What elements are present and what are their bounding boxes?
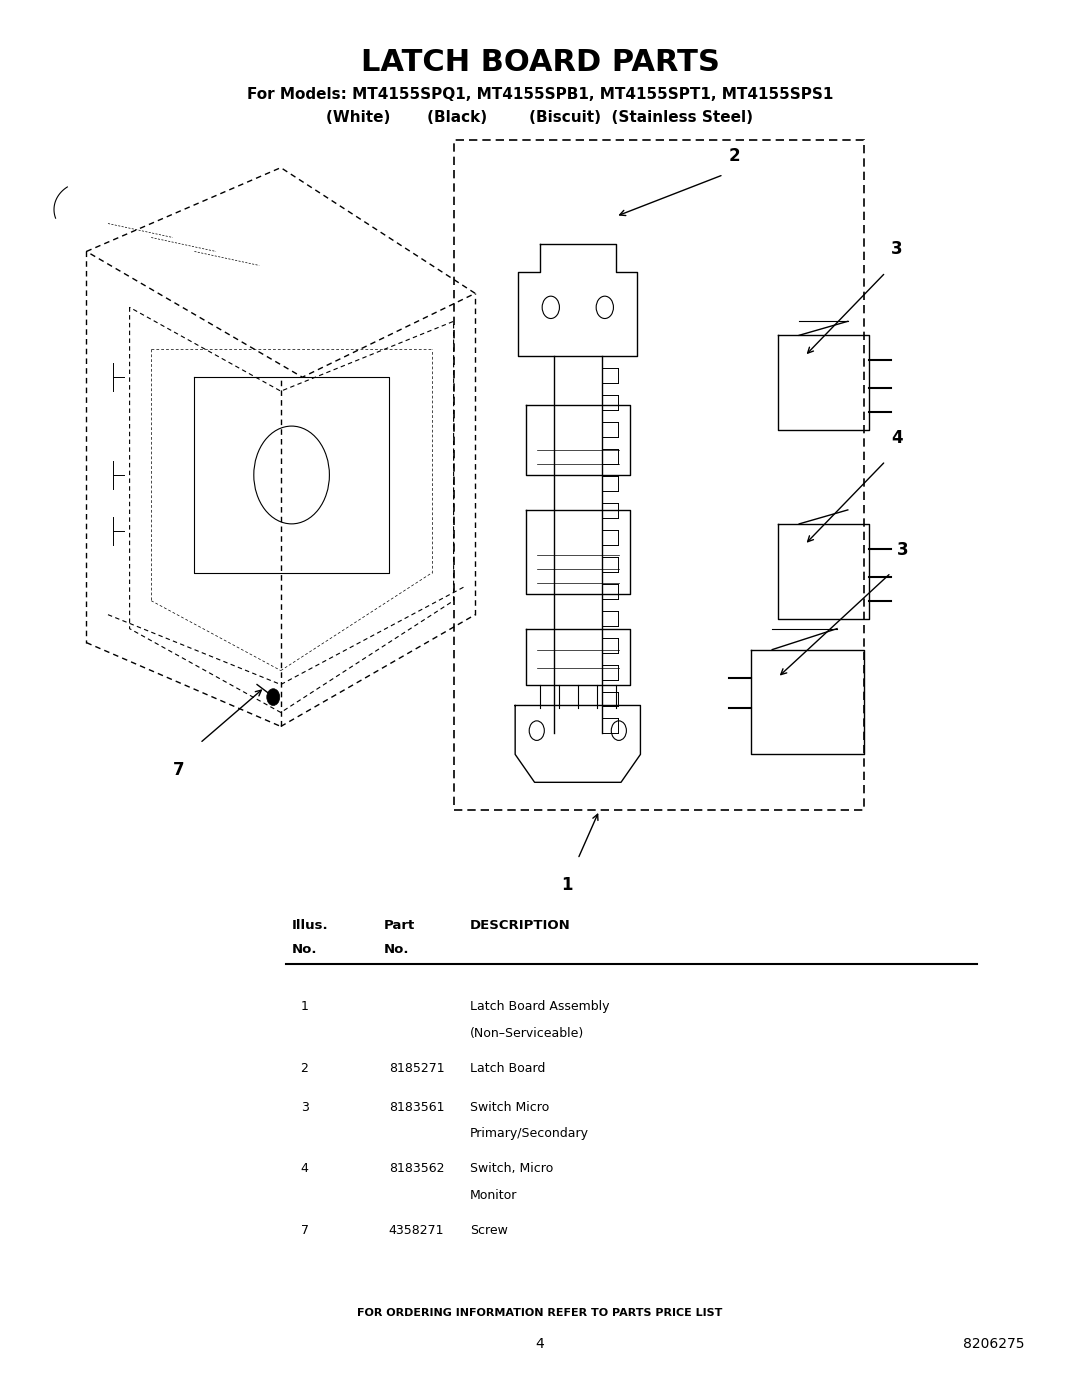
Text: LATCH BOARD PARTS: LATCH BOARD PARTS — [361, 49, 719, 77]
Text: Latch Board Assembly: Latch Board Assembly — [470, 1000, 609, 1013]
Text: 2: 2 — [729, 147, 741, 165]
Text: Screw: Screw — [470, 1224, 508, 1236]
Text: Primary/Secondary: Primary/Secondary — [470, 1127, 589, 1140]
Text: 8183562: 8183562 — [389, 1162, 444, 1175]
Text: 7: 7 — [300, 1224, 309, 1236]
Text: Illus.: Illus. — [292, 919, 328, 932]
Circle shape — [267, 689, 280, 705]
Text: 8185271: 8185271 — [389, 1062, 445, 1074]
Text: 8206275: 8206275 — [963, 1337, 1024, 1351]
Text: 3: 3 — [891, 240, 903, 258]
Text: 4: 4 — [891, 429, 903, 447]
Text: DESCRIPTION: DESCRIPTION — [470, 919, 570, 932]
Text: Monitor: Monitor — [470, 1189, 517, 1201]
Text: No.: No. — [292, 943, 318, 956]
Text: Switch Micro: Switch Micro — [470, 1101, 549, 1113]
Text: No.: No. — [383, 943, 409, 956]
Text: 7: 7 — [173, 761, 184, 780]
Bar — [454, 140, 864, 810]
Text: 8183561: 8183561 — [389, 1101, 444, 1113]
Text: 4: 4 — [536, 1337, 544, 1351]
Text: 3: 3 — [896, 541, 908, 559]
Text: Switch, Micro: Switch, Micro — [470, 1162, 553, 1175]
Text: FOR ORDERING INFORMATION REFER TO PARTS PRICE LIST: FOR ORDERING INFORMATION REFER TO PARTS … — [357, 1308, 723, 1319]
Text: (White)       (Black)        (Biscuit)  (Stainless Steel): (White) (Black) (Biscuit) (Stainless Ste… — [326, 110, 754, 124]
Text: Part: Part — [383, 919, 415, 932]
Text: 2: 2 — [300, 1062, 309, 1074]
Text: 3: 3 — [300, 1101, 309, 1113]
Text: 4: 4 — [300, 1162, 309, 1175]
Text: Latch Board: Latch Board — [470, 1062, 545, 1074]
Text: 1: 1 — [300, 1000, 309, 1013]
Text: For Models: MT4155SPQ1, MT4155SPB1, MT4155SPT1, MT4155SPS1: For Models: MT4155SPQ1, MT4155SPB1, MT41… — [247, 88, 833, 102]
Text: 4358271: 4358271 — [389, 1224, 444, 1236]
Text: 1: 1 — [562, 876, 572, 894]
Text: (Non–Serviceable): (Non–Serviceable) — [470, 1027, 584, 1039]
